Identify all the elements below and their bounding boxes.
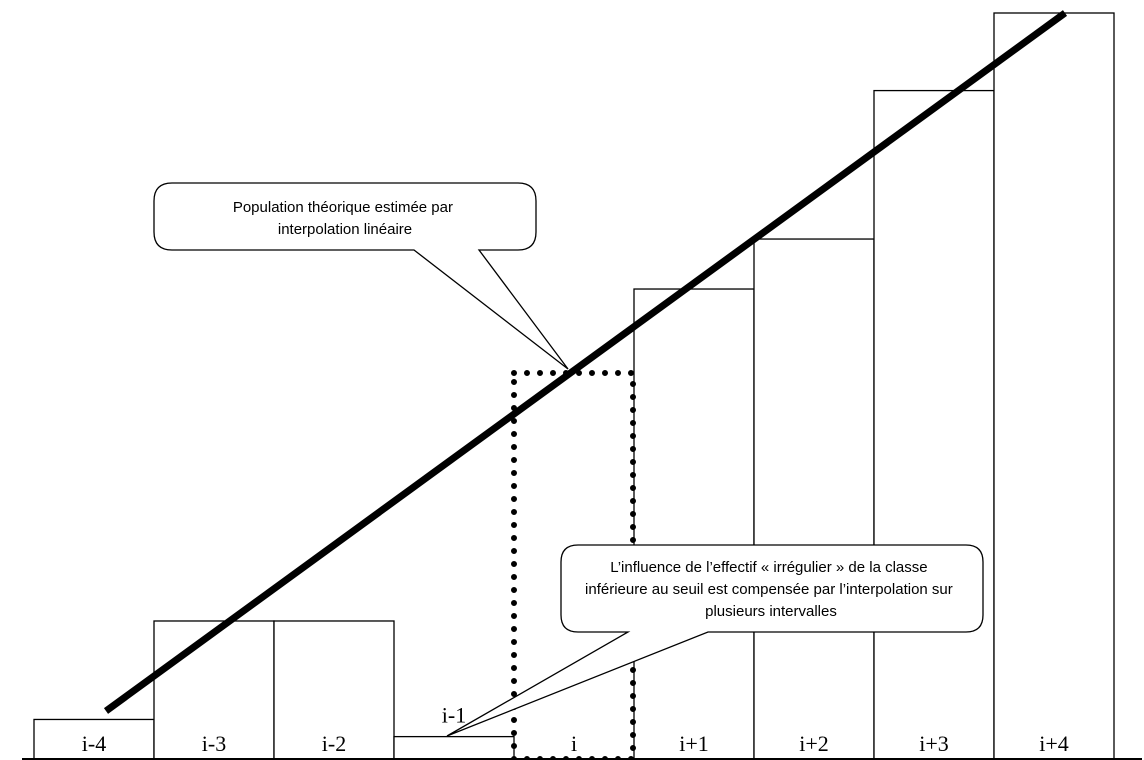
bar-iplus4 [993,12,1115,760]
bar-label-iplus2: i+2 [799,731,829,756]
bar-label-iplus3: i+3 [919,731,949,756]
bar-iminus3 [153,620,275,760]
callout-top-line-2: interpolation linéaire [278,221,412,238]
callout-top: Population théorique estimée par interpo… [153,182,569,370]
callout-top-line-1: Population théorique estimée par [233,199,453,216]
callout-bottom-line-2: inférieure au seuil est compensée par l’… [585,581,953,598]
bar-iplus2 [753,238,875,760]
interpolation-line [103,10,1068,714]
bar-label-iminus1: i-1 [442,703,466,728]
callout-bottom-shape [446,544,984,737]
bar-iminus4 [33,718,155,760]
callout-bottom-line-1: L’influence de l’effectif « irrégulier »… [610,559,927,576]
callout-top-shape [153,182,569,370]
bar-iminus1 [393,735,515,760]
callout-bottom: L’influence de l’effectif « irrégulier »… [446,544,984,737]
bar-label-iplus4: i+4 [1039,731,1069,756]
callout-bottom-line-3: plusieurs intervalles [705,603,837,620]
bar-label-i: i [571,731,577,756]
callout-bottom-text: L’influence de l’effectif « irrégulier »… [585,559,957,620]
bar-iplus1 [633,288,755,760]
bar-label-iminus3: i-3 [202,731,226,756]
bar-label-iminus4: i-4 [82,731,106,756]
bar-label-iplus1: i+1 [679,731,709,756]
bars-layer: i-4 i-3 i-2 i-1 i i+1 i+2 i+3 i+4 [33,12,1115,760]
callout-top-text: Population théorique estimée par interpo… [233,199,457,238]
bar-iminus2 [273,620,395,760]
bar-iplus3 [873,89,995,760]
bar-label-iminus2: i-2 [322,731,346,756]
